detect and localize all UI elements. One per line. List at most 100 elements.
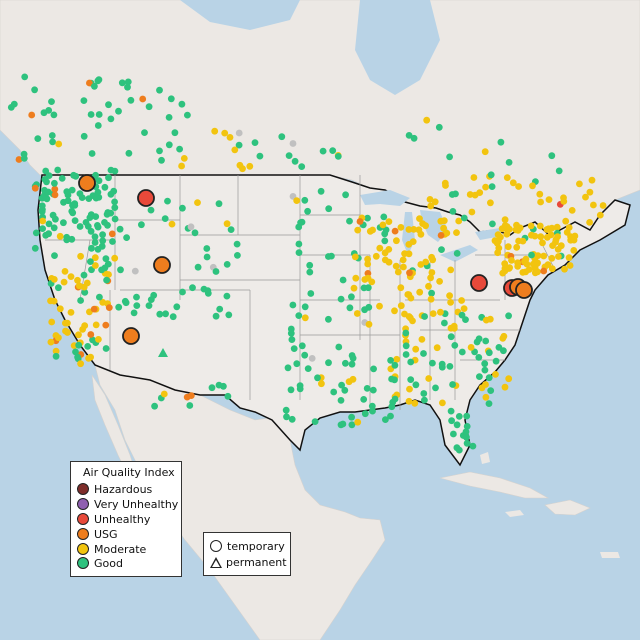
station-marker[interactable] [314,374,321,382]
station-marker[interactable] [246,162,254,170]
station-marker[interactable] [105,271,112,278]
station-marker[interactable] [428,269,436,276]
station-marker[interactable] [334,153,342,160]
station-marker[interactable] [527,222,535,230]
station-marker[interactable] [448,417,455,425]
station-marker[interactable] [494,231,502,239]
station-marker[interactable] [223,261,231,268]
station-marker[interactable] [147,296,155,303]
station-marker[interactable] [492,371,499,378]
station-marker[interactable] [348,360,356,368]
station-marker[interactable] [428,289,435,297]
station-marker[interactable] [60,219,67,227]
station-marker[interactable] [388,403,396,411]
station-marker[interactable] [138,221,145,229]
station-marker[interactable] [226,134,234,141]
station-marker[interactable] [20,155,28,162]
station-marker[interactable] [410,134,418,142]
station-marker[interactable] [80,271,88,279]
station-marker[interactable] [287,386,295,394]
station-marker[interactable] [91,239,99,246]
station-marker[interactable] [107,115,115,123]
station-marker[interactable] [447,333,455,341]
station-marker[interactable] [105,101,112,109]
station-marker[interactable] [570,236,578,244]
station-marker[interactable] [440,224,447,232]
station-marker[interactable] [162,310,170,318]
station-marker[interactable] [470,174,478,181]
station-marker[interactable] [194,263,202,271]
station-marker[interactable] [102,321,110,329]
station-marker[interactable] [460,214,468,222]
station-marker[interactable] [482,337,490,345]
station-marker[interactable] [361,410,369,418]
station-marker[interactable] [98,266,105,274]
station-marker[interactable] [124,83,131,91]
station-marker[interactable] [376,244,384,252]
station-marker[interactable] [329,147,337,155]
station-marker[interactable] [203,245,211,252]
station-marker[interactable] [51,191,59,199]
station-marker[interactable] [429,359,436,367]
station-marker[interactable] [540,252,548,260]
station-marker[interactable] [557,242,565,250]
station-marker[interactable] [145,103,153,111]
station-marker[interactable] [306,261,314,269]
station-marker[interactable] [536,190,544,198]
station-marker[interactable] [391,307,398,315]
station-marker[interactable] [231,146,239,154]
station-marker[interactable] [487,387,495,394]
station-marker[interactable] [482,183,489,191]
station-marker[interactable] [352,274,360,282]
station-marker[interactable] [80,97,88,104]
station-marker[interactable] [160,390,168,398]
station-marker[interactable] [225,311,233,319]
station-marker[interactable] [397,284,405,292]
station-marker[interactable] [105,304,113,311]
station-marker[interactable] [60,198,67,206]
station-marker[interactable] [387,357,394,364]
station-marker[interactable] [446,363,454,370]
station-marker[interactable] [466,191,474,198]
station-marker[interactable] [337,295,345,303]
station-marker[interactable] [545,196,553,204]
station-marker[interactable] [495,344,503,351]
station-marker[interactable] [469,442,477,450]
station-marker[interactable] [582,193,589,201]
permanent-monitor-marker[interactable] [158,348,168,357]
station-marker[interactable] [184,111,191,119]
station-marker[interactable] [349,354,357,362]
station-marker[interactable] [139,95,147,103]
station-marker[interactable] [91,82,98,90]
station-marker[interactable] [236,161,244,169]
station-marker[interactable] [179,204,186,212]
station-marker[interactable] [338,381,345,389]
station-marker[interactable] [102,255,110,263]
station-marker[interactable] [107,209,115,217]
station-marker[interactable] [295,240,303,248]
station-marker[interactable] [235,141,243,149]
station-marker[interactable] [438,246,445,254]
station-marker[interactable] [364,260,372,268]
station-marker[interactable] [356,218,364,225]
station-marker[interactable] [84,343,92,350]
station-marker[interactable] [52,352,60,360]
station-marker[interactable] [70,171,77,179]
station-marker[interactable] [425,375,433,382]
station-marker[interactable] [156,147,163,155]
station-marker[interactable] [342,191,349,199]
station-marker[interactable] [178,100,186,108]
station-marker[interactable] [212,268,220,275]
station-marker[interactable] [79,326,86,333]
station-marker[interactable] [111,198,118,206]
station-marker[interactable] [108,230,116,238]
station-marker[interactable] [15,156,23,163]
station-marker[interactable] [92,171,99,179]
station-marker[interactable] [156,86,163,94]
station-marker[interactable] [421,313,428,320]
station-marker[interactable] [68,186,76,194]
station-marker[interactable] [90,305,98,313]
station-marker[interactable] [388,375,395,383]
station-marker[interactable] [370,365,377,373]
station-marker[interactable] [447,266,455,274]
